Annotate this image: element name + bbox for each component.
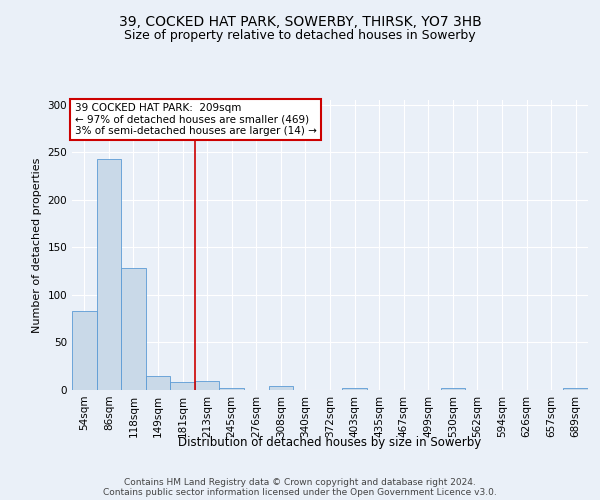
Text: Contains HM Land Registry data © Crown copyright and database right 2024.
Contai: Contains HM Land Registry data © Crown c…: [103, 478, 497, 497]
Y-axis label: Number of detached properties: Number of detached properties: [32, 158, 42, 332]
Bar: [269, 386, 293, 390]
Bar: [72, 311, 97, 390]
Bar: [97, 159, 121, 390]
Bar: [170, 382, 195, 390]
Text: Size of property relative to detached houses in Sowerby: Size of property relative to detached ho…: [124, 30, 476, 43]
Bar: [121, 268, 146, 390]
Text: 39 COCKED HAT PARK:  209sqm
← 97% of detached houses are smaller (469)
3% of sem: 39 COCKED HAT PARK: 209sqm ← 97% of deta…: [74, 103, 316, 136]
Bar: [146, 376, 170, 390]
Text: Distribution of detached houses by size in Sowerby: Distribution of detached houses by size …: [178, 436, 482, 449]
Bar: [342, 388, 367, 390]
Bar: [563, 388, 588, 390]
Bar: [440, 388, 465, 390]
Bar: [220, 388, 244, 390]
Text: 39, COCKED HAT PARK, SOWERBY, THIRSK, YO7 3HB: 39, COCKED HAT PARK, SOWERBY, THIRSK, YO…: [119, 16, 481, 30]
Bar: [195, 382, 220, 390]
